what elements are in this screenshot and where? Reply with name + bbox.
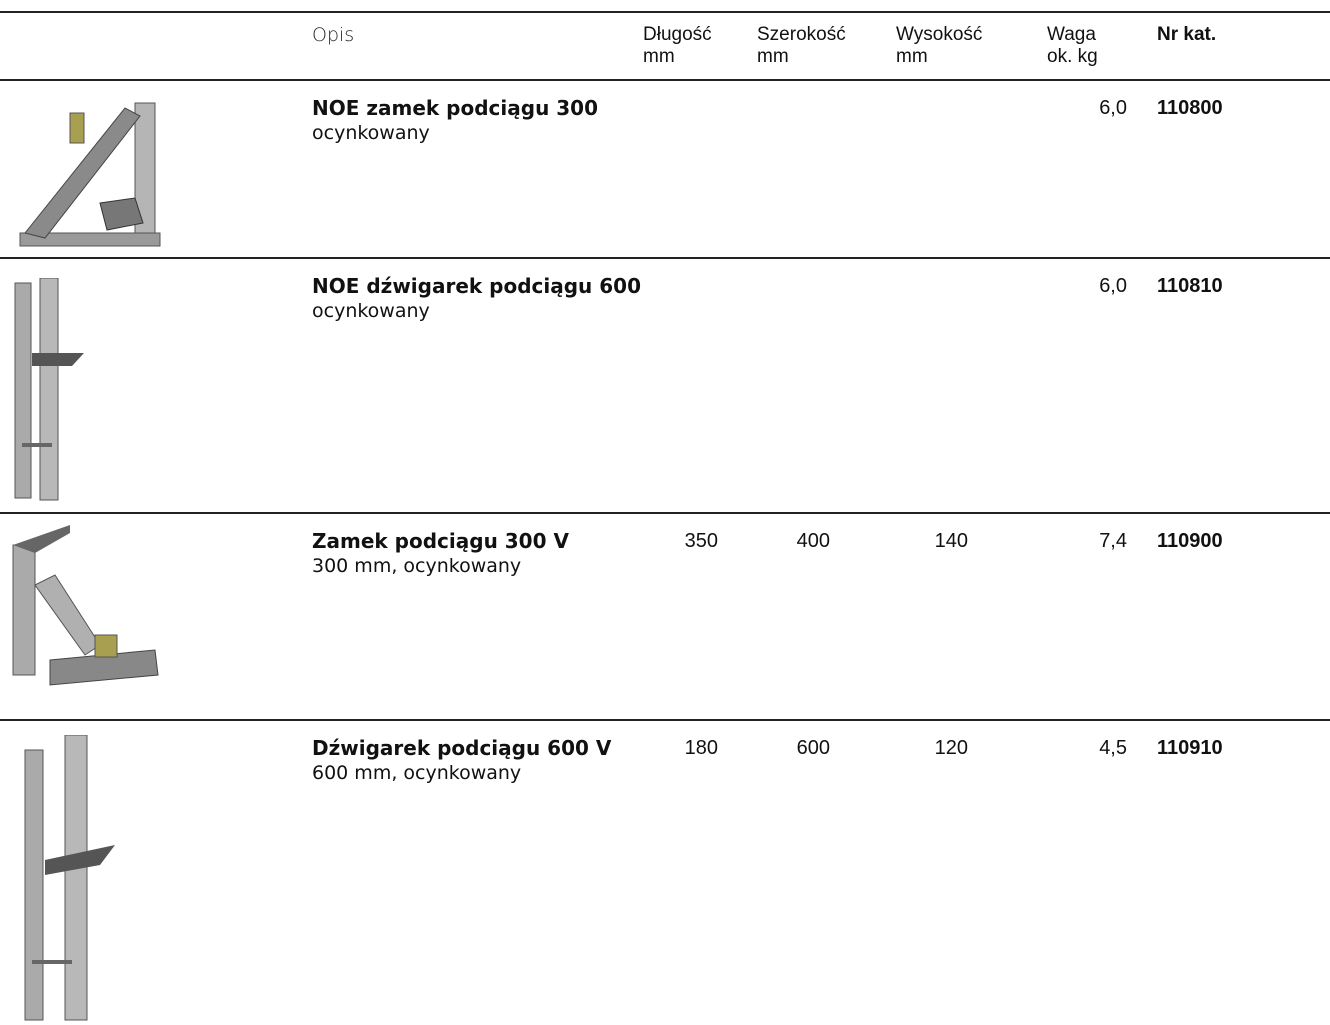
header-text: Wysokość — [896, 24, 983, 45]
product-title: NOE dźwigarek podciągu 600 — [312, 274, 642, 298]
rule — [0, 719, 1330, 721]
catalog-number: 110910 — [1157, 737, 1223, 759]
product-title: Dźwigarek podciągu 600 V — [312, 736, 612, 760]
cell-weight: 7,4 — [1099, 530, 1127, 552]
product-title: Zamek podciągu 300 V — [312, 529, 569, 553]
cell-length: 180 — [684, 737, 718, 759]
product-note: ocynkowany — [312, 300, 430, 322]
product-note: 300 mm, ocynkowany — [312, 555, 522, 577]
header-text: Waga — [1047, 24, 1096, 45]
header-text: Długość — [643, 24, 712, 45]
product-image — [12, 525, 159, 686]
catalog-number: 110810 — [1157, 275, 1223, 297]
product-image — [19, 102, 161, 247]
rule — [0, 512, 1330, 514]
header-text: Szerokość — [757, 24, 846, 45]
header-cell: Wysokość mm — [896, 24, 982, 68]
product-image — [24, 735, 115, 1021]
product-name: NOE zamek podciągu 300 ocynkowany — [312, 96, 647, 146]
header-text: Nr kat. — [1157, 24, 1217, 45]
header-cell: Szerokość mm — [757, 24, 846, 68]
header-text: Opis — [312, 24, 355, 46]
cell-height: 120 — [934, 737, 968, 759]
header-cell: Długość mm — [643, 24, 712, 68]
header-cell: Opis — [312, 24, 354, 46]
product-image — [14, 278, 84, 501]
cell-width: 400 — [796, 530, 830, 552]
product-name: Dźwigarek podciągu 600 V 600 mm, ocynkowa… — [312, 736, 647, 786]
cell-weight: 6,0 — [1099, 97, 1127, 119]
rule — [0, 257, 1330, 259]
header-cell: Nr kat. — [1157, 24, 1216, 46]
catalog-number: 110800 — [1157, 97, 1223, 119]
header-text: ok. kg — [1047, 46, 1098, 67]
catalog-number: 110900 — [1157, 530, 1223, 552]
product-title: NOE zamek podciągu 300 — [312, 96, 599, 120]
product-note: ocynkowany — [312, 122, 430, 144]
rule — [0, 79, 1330, 81]
cell-weight: 4,5 — [1099, 737, 1127, 759]
header-text: mm — [643, 46, 675, 67]
cell-width: 600 — [796, 737, 830, 759]
cell-height: 140 — [934, 530, 968, 552]
header-text: mm — [757, 46, 789, 67]
product-note: 600 mm, ocynkowany — [312, 762, 522, 784]
product-name: Zamek podciągu 300 V 300 mm, ocynkowany — [312, 529, 647, 579]
cell-weight: 6,0 — [1099, 275, 1127, 297]
header-text: mm — [896, 46, 928, 67]
header-cell: Waga ok. kg — [1047, 24, 1098, 68]
cell-length: 350 — [684, 530, 718, 552]
product-name: NOE dźwigarek podciągu 600 ocynkowany — [312, 274, 647, 324]
rule — [0, 11, 1330, 13]
